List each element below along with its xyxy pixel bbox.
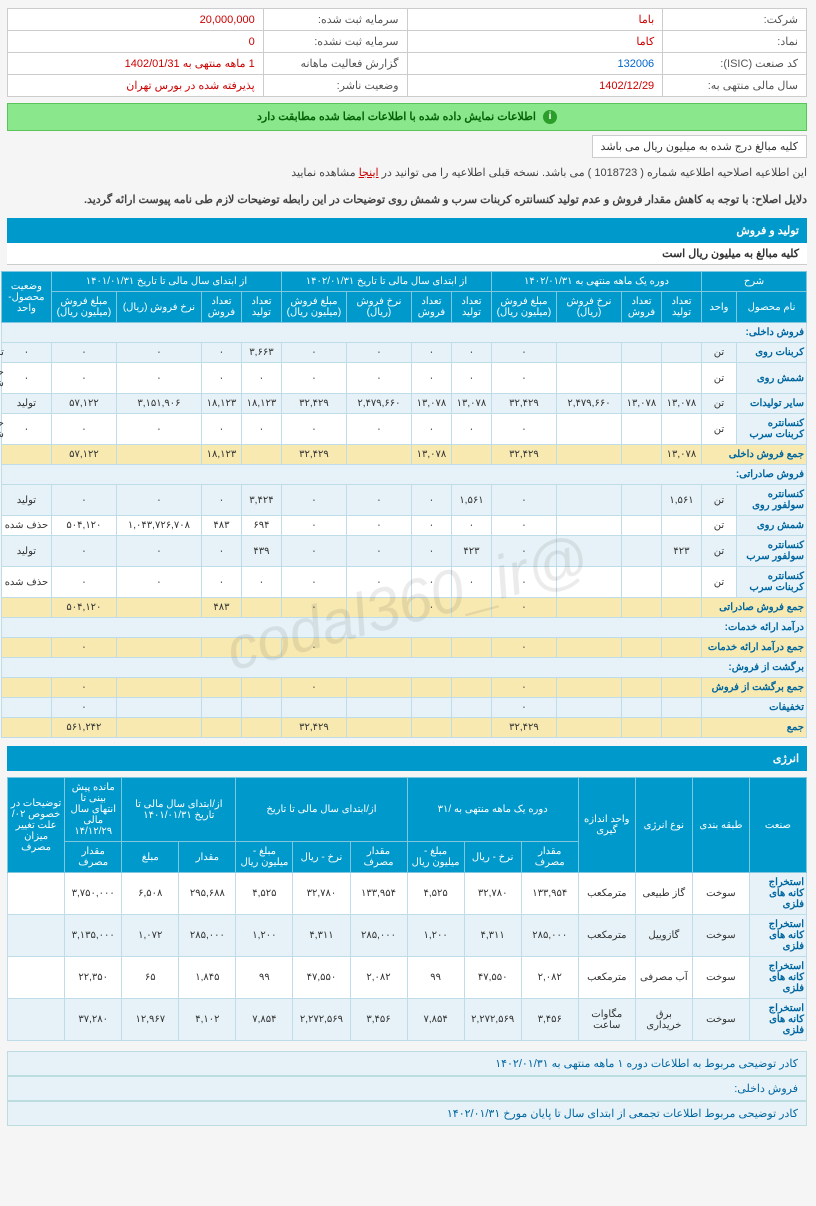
section-production-sales: تولید و فروش bbox=[8, 218, 808, 243]
value-company: باما bbox=[408, 9, 664, 31]
hdr-rate-2: نرخ فروش (ریال) bbox=[347, 292, 412, 323]
e-sub-amt2: مبلغ - میلیون ریال bbox=[237, 842, 294, 873]
value-report: 1 ماهه منتهی به 1402/01/31 bbox=[9, 53, 265, 75]
e-hdr-forecast: مانده پیش بینی تا انتهای سال مالی ۱۴/۱۲/… bbox=[66, 778, 123, 842]
label-fiscal: سال مالی منتهی به: bbox=[664, 75, 808, 97]
hdr-status: وضعیت محصول-واحد bbox=[2, 272, 52, 323]
hdr-prod-3: تعداد تولید bbox=[242, 292, 282, 323]
prev-version-link[interactable]: اینجا bbox=[360, 167, 380, 179]
hdr-rate-3: نرخ فروش (ریال) bbox=[117, 292, 202, 323]
e-hdr-ytd: از/ابتدای سال مالی تا تاریخ bbox=[237, 778, 408, 842]
info-icon: i bbox=[544, 110, 558, 124]
value-status: پذیرفته شده در بورس تهران bbox=[9, 75, 265, 97]
hdr-amt-3: مبلغ فروش (میلیون ریال) bbox=[52, 292, 117, 323]
hdr-ytd-current: از ابتدای سال مالی تا تاریخ ۱۴۰۲/۰۱/۳۱ bbox=[282, 272, 492, 292]
e-hdr-period: دوره یک ماهه منتهی به /۳۱ bbox=[408, 778, 579, 842]
e-sub-qty4: مقدار مصرف bbox=[66, 842, 123, 873]
e-hdr-type: نوع انرژی bbox=[636, 778, 693, 873]
value-isic: 132006 bbox=[408, 53, 664, 75]
hdr-sell-2: تعداد فروش bbox=[412, 292, 452, 323]
hdr-desc: شرح bbox=[702, 272, 807, 292]
e-hdr-remarks: توضیحات در خصوص ۰۲/علت تغییر میزان مصرف bbox=[9, 778, 66, 873]
label-status: وضعیت ناشر: bbox=[264, 75, 408, 97]
hdr-name: نام محصول bbox=[738, 292, 808, 323]
unit-note: کلیه مبالغ درج شده به میلیون ریال می باش… bbox=[593, 135, 808, 158]
hdr-ytd-prev: از ابتدای سال مالی تا تاریخ ۱۴۰۱/۰۱/۳۱ bbox=[52, 272, 282, 292]
e-sub-qty1: مقدار مصرف bbox=[522, 842, 579, 873]
hdr-unit: واحد bbox=[702, 292, 737, 323]
hdr-prod-2: تعداد تولید bbox=[452, 292, 492, 323]
label-capital-reg: سرمایه ثبت شده: bbox=[264, 9, 408, 31]
company-info-table: شرکت: باما سرمایه ثبت شده: 20,000,000 نم… bbox=[8, 8, 808, 97]
label-company: شرکت: bbox=[664, 9, 808, 31]
e-sub-qty3: مقدار bbox=[180, 842, 237, 873]
hdr-amt-2: مبلغ فروش (میلیون ریال) bbox=[282, 292, 347, 323]
banner-text: اطلاعات نمایش داده شده با اطلاعات امضا ش… bbox=[258, 111, 537, 123]
label-symbol: نماد: bbox=[664, 31, 808, 53]
energy-table: صنعت طبقه بندی نوع انرژی واحد اندازه گیر… bbox=[8, 777, 808, 1041]
e-hdr-industry: صنعت bbox=[750, 778, 807, 873]
e-sub-rate2: نرخ - ریال bbox=[294, 842, 351, 873]
footer-line-1: کادر توضیحی مربوط به اطلاعات دوره ۱ ماهه… bbox=[8, 1051, 808, 1076]
label-report: گزارش فعالیت ماهانه bbox=[264, 53, 408, 75]
description-1: این اطلاعیه اصلاحیه اطلاعیه شماره ( 1018… bbox=[8, 162, 808, 183]
hdr-period-current: دوره یک ماهه منتهی به ۱۴۰۲/۰۱/۳۱ bbox=[492, 272, 702, 292]
hdr-rate-1: نرخ فروش (ریال) bbox=[557, 292, 622, 323]
production-sales-table: شرح دوره یک ماهه منتهی به ۱۴۰۲/۰۱/۳۱ از … bbox=[2, 271, 808, 738]
section-unit-note: کلیه مبالغ به میلیون ریال است bbox=[8, 243, 808, 265]
e-hdr-class: طبقه بندی bbox=[693, 778, 750, 873]
label-isic: کد صنعت (ISIC): bbox=[664, 53, 808, 75]
footer-line-3: کادر توضیحی مربوط اطلاعات تجمعی از ابتدا… bbox=[8, 1101, 808, 1126]
e-sub-amt3: مبلغ bbox=[123, 842, 180, 873]
value-symbol: کاما bbox=[408, 31, 664, 53]
e-hdr-unit: واحد اندازه گیری bbox=[579, 778, 636, 873]
hdr-prod-1: تعداد تولید bbox=[662, 292, 702, 323]
description-2: دلایل اصلاح: با توجه به کاهش مقدار فروش … bbox=[8, 189, 808, 210]
footer-line-2: فروش داخلی: bbox=[8, 1076, 808, 1101]
value-capital-unreg: 0 bbox=[9, 31, 265, 53]
section-energy: انرژی bbox=[8, 746, 808, 771]
footer-notes: کادر توضیحی مربوط به اطلاعات دوره ۱ ماهه… bbox=[8, 1051, 808, 1126]
label-capital-unreg: سرمایه ثبت نشده: bbox=[264, 31, 408, 53]
e-hdr-prev: از/ابتدای سال مالی تا تاریخ ۱۴۰۱/۰۱/۳۱ bbox=[123, 778, 237, 842]
e-sub-amt1: مبلغ - میلیون ریال bbox=[408, 842, 465, 873]
hdr-sell-3: تعداد فروش bbox=[202, 292, 242, 323]
e-sub-rate1: نرخ - ریال bbox=[465, 842, 522, 873]
hdr-sell-1: تعداد فروش bbox=[622, 292, 662, 323]
hdr-amt-1: مبلغ فروش (میلیون ریال) bbox=[492, 292, 557, 323]
signature-banner: i اطلاعات نمایش داده شده با اطلاعات امضا… bbox=[8, 103, 808, 131]
e-sub-qty2: مقدار مصرف bbox=[351, 842, 408, 873]
value-fiscal: 1402/12/29 bbox=[408, 75, 664, 97]
value-capital-reg: 20,000,000 bbox=[9, 9, 265, 31]
